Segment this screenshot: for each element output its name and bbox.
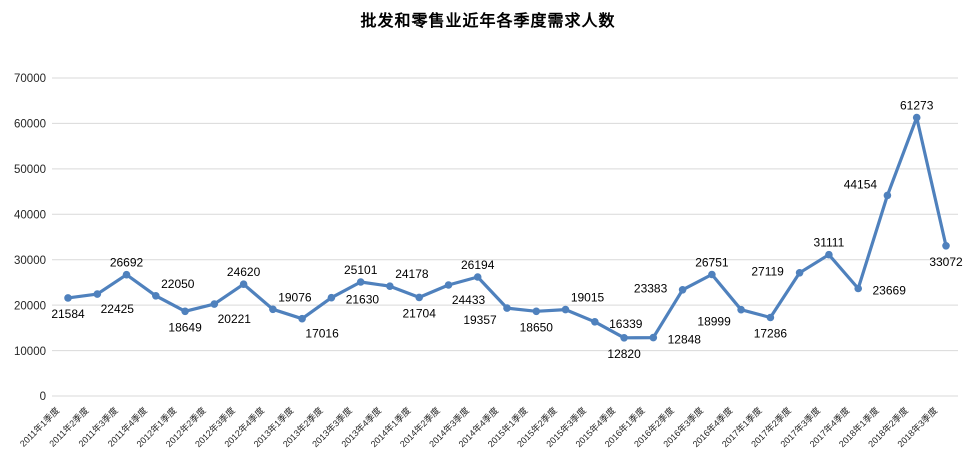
data-point-label: 22050 [161,277,195,291]
data-point-marker [327,293,336,302]
data-point-label: 21704 [403,306,437,320]
data-point-label: 44154 [844,177,878,191]
data-point-marker [708,270,716,279]
data-point-label: 22425 [101,302,135,316]
data-point-marker [737,305,745,314]
data-point-label: 19357 [463,313,497,327]
data-point-marker [620,334,628,342]
y-tick-label: 50000 [14,164,46,176]
data-point-label: 16339 [609,317,643,331]
y-tick-label: 70000 [14,73,46,85]
data-point-marker [473,273,482,281]
data-point-marker [678,286,687,294]
data-point-marker [649,333,658,342]
data-point-label: 18649 [168,320,202,334]
data-point-label: 26751 [695,256,729,270]
data-point-label: 19015 [571,291,605,305]
data-point-label: 25101 [344,263,378,277]
data-point-label: 18650 [520,320,554,334]
data-point-marker [415,293,424,302]
y-tick-label: 40000 [14,209,46,221]
data-point-marker [942,242,950,250]
data-point-marker [93,290,102,298]
data-point-label: 21630 [346,293,380,307]
data-point-label: 12820 [607,347,641,361]
data-point-marker [825,250,833,259]
data-point-label: 17016 [305,327,339,341]
data-point-marker [532,307,541,316]
data-point-label: 24620 [227,265,261,279]
data-point-marker [444,281,453,289]
data-point-label: 23383 [634,281,668,295]
y-tick-label: 20000 [14,300,46,312]
data-point-marker [269,305,277,314]
data-point-label: 31111 [814,236,845,250]
data-point-label: 19076 [278,290,312,304]
data-point-marker [356,278,365,286]
data-point-label: 24178 [395,267,429,281]
data-point-label: 23669 [873,284,907,298]
chart-title: 批发和零售业近年各季度需求人数 [360,11,616,30]
data-point-marker [795,269,804,277]
data-point-marker [64,294,72,302]
data-point-label: 61273 [900,99,934,113]
data-point-label: 20221 [218,312,252,326]
data-point-marker [883,191,892,200]
y-tick-label: 10000 [14,346,46,358]
data-point-marker [854,284,862,293]
data-point-label: 12848 [668,333,702,347]
data-point-label: 24433 [452,293,486,307]
data-point-label: 21584 [51,307,85,321]
data-point-marker [591,318,599,326]
data-point-marker [122,270,131,279]
data-point-marker [239,280,248,289]
data-point-marker [912,113,921,122]
data-point-marker [503,304,511,312]
y-tick-label: 60000 [14,119,46,131]
data-point-marker [766,313,775,322]
data-point-label: 33072 [929,255,963,269]
data-point-marker [152,292,160,300]
data-point-marker [210,300,219,308]
data-point-label: 17286 [754,327,788,341]
data-point-label: 26692 [110,256,144,270]
data-point-marker [386,282,394,291]
data-point-marker [561,305,570,314]
data-point-label: 26194 [461,258,495,272]
data-point-marker [298,314,306,323]
data-point-label: 27119 [751,264,784,278]
y-tick-label: 30000 [14,255,46,267]
y-tick-label: 0 [40,391,46,403]
data-point-marker [181,307,189,316]
data-point-label: 18999 [697,315,731,329]
